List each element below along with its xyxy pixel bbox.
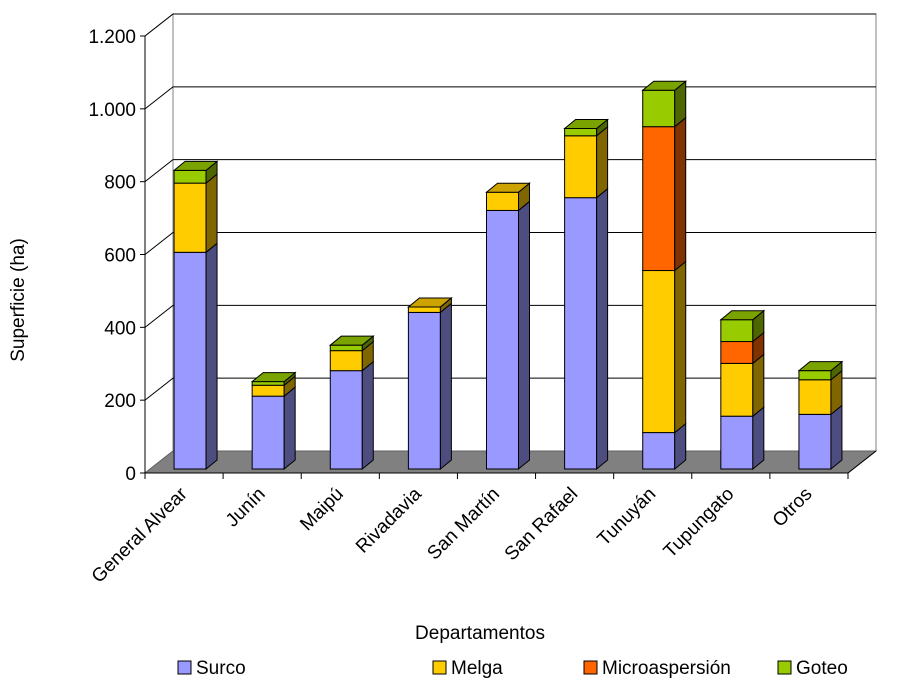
bar-segment-surco (251, 386, 296, 471)
category-label: Tupungato (660, 484, 739, 563)
y-tick-label: 200 (104, 391, 136, 412)
y-tick-label: 400 (104, 318, 136, 339)
category-label: San Rafael (501, 484, 582, 565)
bar-segment-melga (173, 173, 218, 254)
bar-segment-goteo (719, 309, 766, 343)
bar-segment-surco (798, 404, 843, 471)
bar-segment-melga (406, 296, 453, 314)
y-tick-label: 800 (104, 173, 136, 194)
gridline (144, 232, 876, 255)
bar-segment-microaspersi-n (720, 331, 765, 365)
gridline (144, 304, 876, 328)
bar-segment-surco (486, 200, 530, 471)
bar-segment-surco (407, 302, 452, 471)
bar-segment-melga (485, 182, 531, 212)
bar-segment-melga (642, 260, 687, 434)
legend: Surco Melga Microaspersión Goteo (177, 658, 848, 679)
bar-segment-melga (798, 369, 843, 416)
y-axis-title: Superficie (ha) (8, 238, 29, 362)
y-tick-label: 0 (125, 464, 136, 485)
legend-item: Microaspersión (583, 658, 731, 679)
gridline (144, 86, 876, 110)
legend-label: Melga (451, 658, 503, 679)
gridline (144, 377, 876, 401)
legend-swatch (777, 660, 792, 675)
gridline (144, 13, 876, 37)
bar-segment-goteo (250, 371, 297, 387)
category-label: Junín (222, 484, 270, 532)
y-axis-ticks: 0 200 400 600 800 1.000 1.200 (88, 27, 145, 485)
bar-segment-goteo (641, 80, 688, 128)
legend-label: Surco (196, 658, 246, 679)
bar-segment-surco (329, 360, 374, 471)
bar-segment-surco (173, 242, 218, 471)
legend-item: Surco (177, 658, 246, 679)
legend-item: Melga (432, 658, 503, 679)
category-label: Rivadavia (352, 483, 426, 557)
bar-segment-surco (564, 187, 609, 471)
category-label: Tunuyán (594, 484, 661, 551)
category-label: Otros (769, 484, 817, 532)
x-axis-title: Departamentos (415, 623, 545, 644)
bars (172, 80, 844, 471)
legend-swatch (583, 660, 598, 675)
y-tick-label: 1.000 (88, 100, 136, 121)
bar-segment-goteo (797, 360, 844, 381)
gridline (144, 159, 876, 183)
gridlines (144, 13, 876, 401)
category-label: San Martín (423, 484, 504, 565)
y-tick-label: 600 (104, 246, 136, 267)
category-label: Maipú (296, 484, 347, 535)
legend-label: Microaspersión (602, 658, 731, 679)
bar-segment-goteo (172, 160, 219, 185)
bar-segment-surco (720, 406, 765, 471)
bar-segment-goteo (563, 118, 610, 137)
bar-segment-goteo (328, 335, 375, 352)
legend-item: Goteo (777, 658, 848, 679)
bar-segment-melga (564, 125, 609, 199)
legend-swatch (432, 660, 447, 675)
legend-swatch (177, 660, 192, 675)
bar-segment-surco (642, 422, 687, 471)
bar-segment-microaspersi-n (642, 116, 687, 272)
legend-label: Goteo (796, 658, 848, 679)
category-label: General Alvear (88, 483, 192, 587)
y-tick-label: 1.200 (88, 27, 136, 48)
